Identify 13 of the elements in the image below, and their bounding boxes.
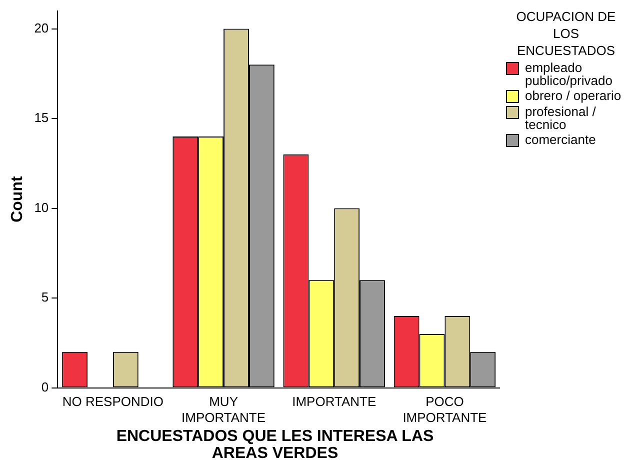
y-tick-label: 10 (34, 200, 49, 215)
y-tick-label: 20 (34, 20, 49, 36)
x-tick-label: MUY IMPORTANTE (182, 394, 266, 425)
legend-label: obrero / operario (525, 88, 622, 103)
y-tick-label: 0 (41, 379, 49, 394)
y-tick-label: 15 (34, 110, 49, 126)
x-tick-label: NO RESPONDIO (62, 394, 164, 410)
legend-label: comerciante (525, 132, 596, 147)
y-tick-label: 5 (41, 290, 49, 305)
x-tick-label: POCO IMPORTANTE (402, 394, 488, 425)
x-tick-label: IMPORTANTE (292, 394, 376, 410)
x-axis-title: ENCUESTADOS QUE LES INTERESA LAS AREAS VERDES (115, 428, 435, 462)
y-axis-title: Count (9, 176, 26, 222)
